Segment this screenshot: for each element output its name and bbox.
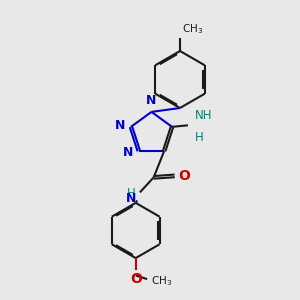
Text: N: N [126,192,136,205]
Text: CH$_3$: CH$_3$ [182,22,204,36]
Text: H: H [195,131,204,144]
Text: O: O [178,169,190,183]
Text: NH: NH [194,109,212,122]
Text: CH$_3$: CH$_3$ [151,274,172,288]
Text: N: N [146,94,157,106]
Text: H: H [127,187,136,200]
Text: N: N [123,146,134,159]
Text: O: O [130,272,142,286]
Text: N: N [115,119,126,132]
